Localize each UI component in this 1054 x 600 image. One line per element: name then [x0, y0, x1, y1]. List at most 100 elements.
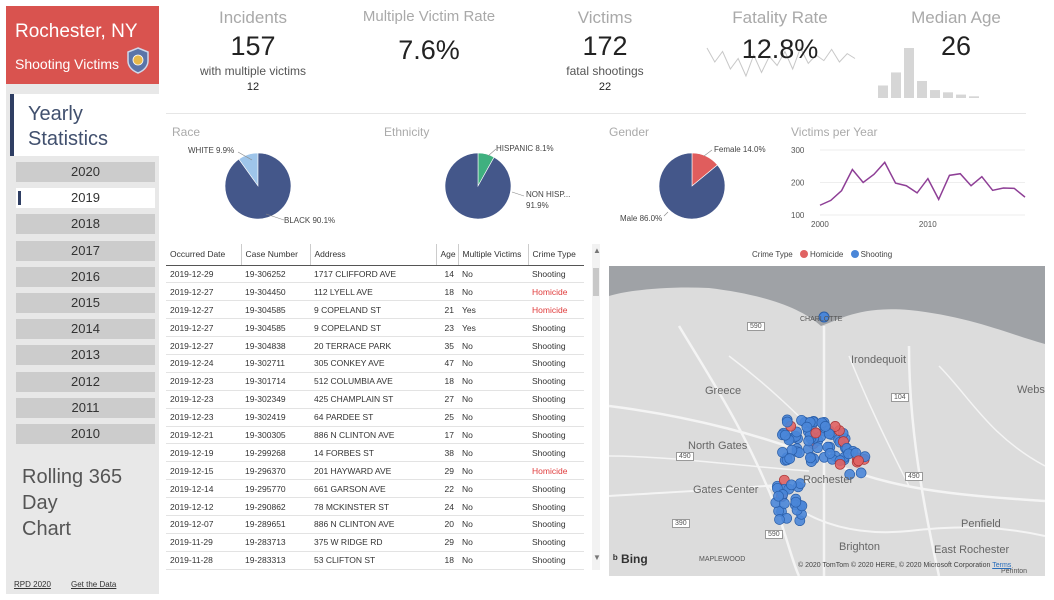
shooting-point[interactable] [805, 452, 816, 464]
table-row[interactable]: 2019-12-29 19-306252 1717 CLIFFORD AVE 14 No… [166, 265, 584, 284]
shooting-point[interactable] [803, 435, 814, 447]
shooting-point[interactable] [812, 442, 823, 454]
table-row[interactable]: 2019-12-27 19-304450 112 LYELL AVE 18 No Homi… [166, 282, 584, 302]
kpi-victims: Victims 172 fatal shootings 22 [550, 8, 660, 93]
shooting-point[interactable] [855, 467, 867, 479]
shooting-point[interactable] [784, 453, 796, 464]
table-cell: 2019-12-29 [166, 265, 241, 284]
kpi-sub: fatal shootings [566, 64, 644, 78]
table-cell: 29 [436, 461, 458, 481]
table-cell: No [458, 354, 528, 373]
incident-map[interactable]: CHARLOTTE Irondequoit Greece North Gates… [609, 266, 1045, 576]
year-button-2014[interactable]: 2014 [16, 319, 155, 340]
table-row[interactable]: 2019-12-21 19-300305 886 N CLINTON AVE 17 No… [166, 426, 584, 445]
table-row[interactable]: 2019-12-12 19-290862 78 MCKINSTER ST 24 No Sh… [166, 497, 584, 516]
year-button-2011[interactable]: 2011 [16, 397, 155, 418]
ethnicity-slice-non-hispanic[interactable] [444, 152, 512, 220]
homicide-point[interactable] [834, 458, 846, 470]
table-row[interactable]: 2019-12-24 19-302711 305 CONKEY AVE 47 No Sho… [166, 354, 584, 373]
table-row[interactable]: 2019-12-19 19-299268 14 FORBES ST 38 No Shoot… [166, 443, 584, 463]
shooting-point[interactable] [824, 448, 836, 459]
year-button-2020[interactable]: 2020 [16, 162, 155, 182]
shooting-point[interactable] [777, 446, 788, 458]
shooting-point[interactable] [844, 469, 856, 480]
map-place-rochester: Rochester [803, 474, 854, 486]
table-row[interactable]: 2019-11-28 19-283313 53 CLIFTON ST 18 No Shoo… [166, 551, 584, 570]
shooting-point[interactable] [774, 514, 785, 525]
ethnicity-label-nonhispanic: NON HISP... [526, 190, 571, 199]
legend-shooting[interactable]: Shooting [860, 250, 893, 259]
table-row[interactable]: 2019-12-23 19-302349 425 CHAMPLAIN ST 27 No S… [166, 390, 584, 409]
map-place-greece: Greece [705, 385, 742, 397]
year-button-2017[interactable]: 2017 [16, 240, 155, 261]
shooting-point[interactable] [773, 490, 784, 502]
shooting-point[interactable] [786, 479, 797, 491]
table-cell: 19-290862 [241, 497, 310, 516]
shooting-point[interactable] [779, 429, 791, 441]
column-header[interactable]: Occurred Date [166, 244, 241, 266]
table-scrollbar[interactable] [592, 244, 600, 570]
column-header[interactable]: Address [309, 244, 436, 266]
table-cell: 2019-12-07 [166, 515, 241, 534]
map-place-brighton: Brighton [839, 541, 880, 553]
table-row[interactable]: 2019-12-23 19-301714 512 COLUMBIA AVE 18 No S… [166, 372, 584, 391]
age-bar [904, 48, 914, 98]
victims-series-line[interactable] [819, 161, 1026, 206]
route-590-shield: 590 [747, 322, 765, 331]
homicide-point[interactable] [810, 427, 822, 439]
year-button-2013[interactable]: 2013 [16, 345, 155, 366]
table-cell: 19-289651 [241, 515, 310, 534]
shooting-point[interactable] [801, 421, 813, 433]
table-cell: 9 COPELAND ST [310, 318, 436, 338]
legend-homicide[interactable]: Homicide [810, 250, 844, 259]
column-header[interactable]: Age [435, 244, 458, 266]
kpi-incidents: Incidents 157 with multiple victims 12 [188, 8, 318, 93]
year-button-2010[interactable]: 2010 [16, 423, 155, 444]
table-cell: Shooting [528, 497, 584, 516]
get-data-link[interactable]: Get the Data [71, 580, 117, 589]
rolling-365-day-chart-link[interactable]: Rolling 365 Day Chart [22, 464, 159, 542]
map-canvas[interactable] [609, 266, 1045, 576]
table-row[interactable]: 2019-12-15 19-296370 201 HAYWARD AVE 29 No Ho… [166, 461, 584, 481]
column-header[interactable]: Case Number [240, 244, 310, 266]
scroll-up-icon[interactable]: ▲ [593, 246, 601, 255]
gender-slice-male[interactable] [658, 152, 726, 220]
shooting-point[interactable] [779, 498, 790, 509]
year-button-2019[interactable]: 2019 [16, 188, 155, 209]
yearly-statistics-nav[interactable]: Yearly Statistics [10, 94, 159, 156]
shooting-point[interactable] [819, 421, 831, 432]
table-row[interactable]: 2019-12-27 19-304585 9 COPELAND ST 21 Yes Hom… [166, 300, 584, 320]
shooting-point[interactable] [781, 416, 793, 428]
scroll-down-icon[interactable]: ▼ [593, 553, 601, 562]
table-cell: 19-283313 [241, 551, 310, 570]
column-header[interactable]: Crime Type [527, 244, 584, 266]
year-button-2015[interactable]: 2015 [16, 292, 155, 313]
shooting-point[interactable] [790, 496, 802, 508]
table-row[interactable]: 2019-12-14 19-295770 661 GARSON AVE 22 No Sho… [166, 479, 584, 499]
ethnicity-label-nonhispanic-pct: 91.9% [526, 201, 549, 210]
table-cell: 2019-12-19 [166, 443, 241, 463]
table-cell: 19-306252 [241, 265, 310, 284]
table-row[interactable]: 2019-12-27 19-304838 20 TERRACE PARK 35 No Sh… [166, 336, 584, 355]
brand-header: Rochester, NY Shooting Victims [6, 6, 159, 84]
homicide-point[interactable] [853, 455, 864, 467]
table-scroll-thumb[interactable] [593, 268, 599, 296]
race-slice-black[interactable] [224, 152, 292, 220]
table-row[interactable]: 2019-12-27 19-304585 9 COPELAND ST 23 Yes Sho… [166, 318, 584, 338]
copyright-text: © 2020 TomTom © 2020 HERE, © 2020 Micros… [798, 562, 991, 569]
year-button-2018[interactable]: 2018 [16, 214, 155, 235]
table-cell: 2019-12-27 [166, 336, 241, 355]
shooting-legend-dot [850, 250, 859, 258]
year-button-2016[interactable]: 2016 [16, 266, 155, 287]
shooting-point[interactable] [818, 311, 830, 323]
column-header[interactable]: Multiple Victims [457, 244, 528, 266]
rpd-link[interactable]: RPD 2020 [14, 580, 51, 589]
terms-link[interactable]: Terms [992, 562, 1012, 569]
table-row[interactable]: 2019-11-29 19-283713 375 W RIDGE RD 29 No Sho… [166, 533, 584, 552]
year-button-2012[interactable]: 2012 [16, 371, 155, 392]
table-row[interactable]: 2019-12-23 19-302419 64 PARDEE ST 25 No Shoot… [166, 408, 584, 427]
map-place-maplewood: MAPLEWOOD [699, 556, 746, 563]
table-row[interactable]: 2019-12-07 19-289651 886 N CLINTON AVE 20 No… [166, 515, 584, 534]
table-cell: Shooting [528, 479, 584, 499]
divider [166, 113, 1026, 114]
